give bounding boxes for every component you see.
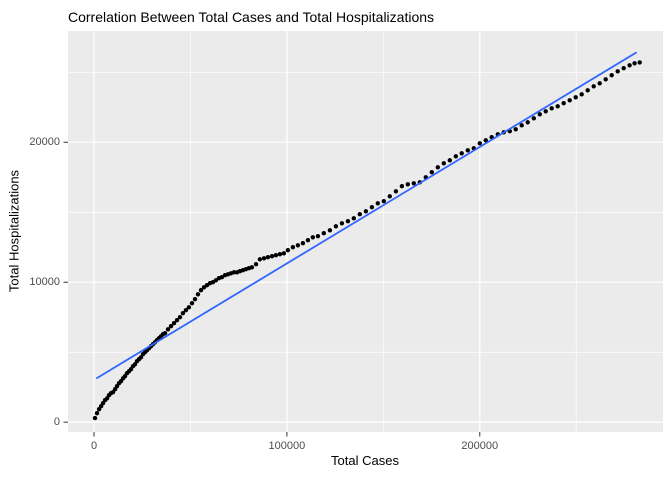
scatter-point (265, 255, 271, 260)
y-axis-title: Total Hospitalizations (6, 169, 22, 293)
scatter-point (603, 77, 608, 82)
scatter-point (429, 170, 434, 175)
panel-background (68, 31, 663, 432)
chart-title: Correlation Between Total Cases and Tota… (68, 9, 435, 25)
scatter-point (281, 251, 287, 256)
scatter-point (543, 109, 548, 114)
scatter-point (177, 315, 183, 320)
x-tick-label: 100000 (268, 440, 306, 452)
scatter-point (435, 165, 440, 170)
scatter-point (567, 98, 572, 103)
scatter-point (257, 257, 263, 262)
scatter-point (369, 205, 375, 210)
scatter-point (579, 92, 584, 97)
scatter-point (375, 201, 380, 206)
scatter-point (171, 321, 177, 326)
scatter-point (465, 148, 470, 153)
scatter-point (525, 120, 530, 125)
scatter-point (621, 66, 626, 71)
scatter-point (339, 221, 345, 226)
scatter-point (637, 60, 642, 65)
scatter-point (531, 116, 536, 121)
scatter-point (381, 199, 386, 204)
scatter-point (277, 252, 283, 257)
y-tick-label: 20000 (29, 136, 60, 149)
scatter-point (537, 112, 542, 117)
scatter-point (411, 181, 416, 186)
scatter-point (198, 288, 204, 293)
scatter-point (183, 308, 189, 313)
scatter-point (310, 235, 315, 240)
scatter-point (573, 95, 578, 100)
scatter-point (94, 411, 100, 416)
scatter-point (441, 161, 446, 166)
scatter-point (357, 212, 362, 217)
scatter-point (333, 224, 339, 229)
scatter-point (273, 253, 279, 258)
scatter-point (609, 73, 614, 78)
scatter-point (549, 106, 554, 111)
x-tick-label: 200000 (461, 440, 499, 452)
x-tick-label: 0 (90, 440, 98, 452)
scatter-point (290, 245, 296, 250)
scatter-point (253, 262, 259, 267)
regression-line (96, 51, 637, 380)
scatter-point (477, 141, 482, 146)
scatter-point (513, 127, 518, 132)
scatter-point (561, 101, 566, 106)
scatter-point (321, 231, 326, 236)
scatter-point (405, 182, 410, 187)
scatter-point (192, 297, 198, 302)
scatter-point (519, 123, 524, 128)
scatter-point (351, 216, 356, 221)
scatter-point (285, 248, 291, 253)
scatter-point (92, 415, 98, 421)
scatter-point (269, 254, 275, 259)
scatter-point (627, 63, 632, 68)
scatter-point (632, 61, 637, 66)
y-tick-label: 0 (53, 416, 60, 429)
x-axis-title: Total Cases (331, 453, 399, 468)
scatter-point (459, 151, 464, 156)
scatter-point (261, 256, 267, 261)
scatter-point (555, 104, 560, 109)
scatter-point (186, 305, 192, 310)
scatter-point (483, 138, 488, 143)
scatter-point (180, 311, 186, 316)
scatter-point (305, 238, 311, 243)
scatter-point (174, 318, 180, 323)
scatter-point (168, 324, 174, 329)
scatter-point (295, 243, 301, 248)
scatter-point (195, 292, 201, 297)
scatter-point (387, 194, 392, 199)
scatter-point (399, 184, 405, 189)
scatter-point (363, 209, 369, 214)
scatter-point (453, 154, 458, 159)
scatter-point (162, 331, 168, 336)
scatter-point (327, 228, 333, 233)
scatter-point (165, 327, 171, 332)
scatter-point (300, 241, 306, 246)
scatter-point (189, 301, 195, 306)
y-tick-label: 10000 (29, 276, 60, 289)
scatter-point (615, 69, 620, 74)
scatter-point (315, 234, 321, 239)
scatter-point (447, 158, 452, 163)
scatter-point (393, 189, 399, 194)
scatter-point (597, 81, 602, 86)
scatter-point (585, 88, 590, 93)
scatter-point (249, 265, 255, 270)
scatter-point (591, 84, 596, 89)
scatter-point (345, 219, 351, 224)
